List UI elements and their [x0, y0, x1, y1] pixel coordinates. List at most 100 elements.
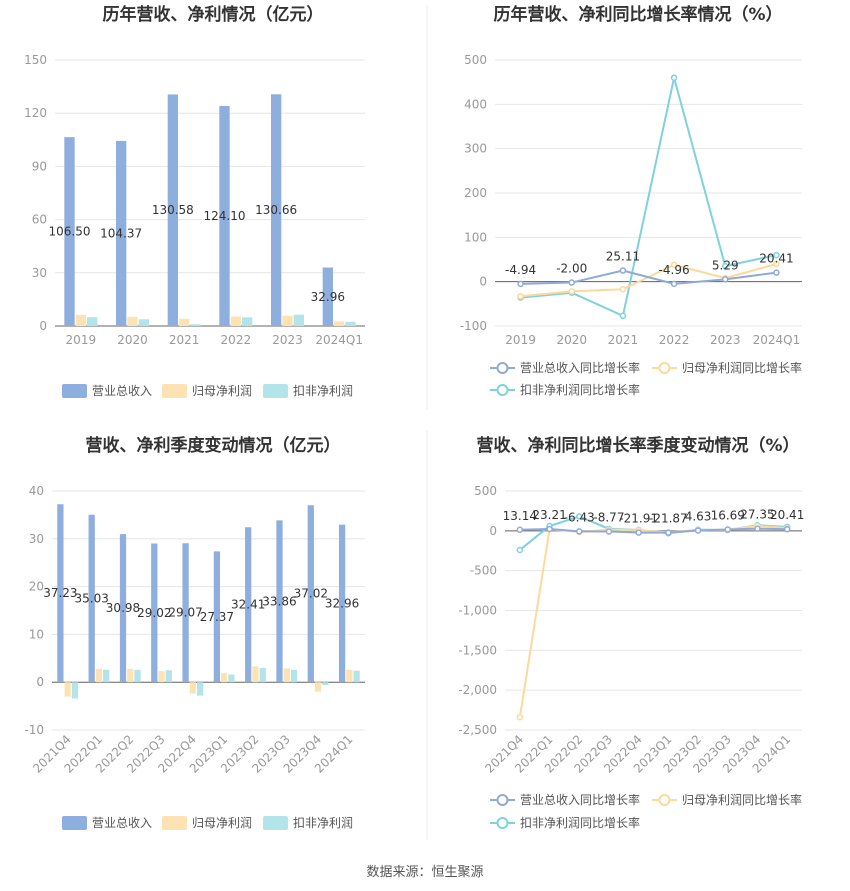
bar-deducted-profit [242, 317, 253, 326]
legend-marker [496, 794, 509, 806]
bar-revenue [182, 543, 189, 683]
y-tick-label: 100 [464, 230, 487, 244]
y-tick-label: 150 [24, 53, 47, 67]
data-point [722, 276, 729, 283]
data-label: 30.98 [106, 601, 140, 615]
data-label: 106.50 [49, 225, 91, 239]
data-label: 25.11 [606, 250, 640, 264]
data-point [576, 528, 583, 535]
data-label: 104.37 [100, 226, 142, 240]
series-line-net-profit-growth [518, 525, 788, 718]
bar-revenue [219, 105, 230, 326]
legend-swatch [162, 384, 187, 398]
y-tick-label: 0 [39, 319, 47, 333]
bar-deducted-profit [138, 319, 149, 326]
data-label: 27.35 [740, 508, 774, 522]
chart-title: 历年营收、净利同比增长率情况（%） [493, 4, 782, 25]
legend-label: 扣非净利润 [293, 384, 353, 398]
legend-swatch [162, 816, 187, 830]
legend-swatch [62, 384, 87, 398]
bar-net-profit [75, 314, 86, 326]
data-point [605, 528, 613, 535]
x-tick-label: 2020 [117, 333, 148, 347]
y-tick-label: 500 [464, 53, 487, 67]
data-label: 16.69 [711, 509, 745, 523]
data-point [517, 293, 524, 300]
bar-net-profit [127, 668, 134, 683]
data-point [773, 260, 780, 268]
data-point [619, 267, 627, 274]
data-label: -6.43 [564, 510, 595, 524]
y-tick-label: -10 [24, 723, 44, 737]
data-point [568, 288, 575, 295]
bar-revenue [271, 94, 282, 326]
y-tick-label: -100 [460, 319, 487, 333]
data-label: 37.23 [43, 586, 77, 600]
y-tick-label: -2,000 [458, 683, 497, 697]
x-tick-label: 2021 [169, 333, 200, 347]
data-point [773, 269, 780, 276]
legend-marker [496, 384, 509, 396]
y-tick-label: 0 [489, 524, 497, 538]
data-point [635, 529, 642, 536]
bar-net-profit [314, 682, 322, 692]
y-tick-label: 400 [464, 97, 487, 111]
bar-revenue [322, 267, 333, 326]
data-point [546, 525, 553, 533]
y-tick-label: 30 [32, 266, 47, 280]
bar-deducted-profit [290, 669, 298, 683]
x-tick-label: 2024Q1 [753, 333, 801, 347]
legend-label: 营业总收入 [92, 816, 152, 830]
legend-label: 扣非净利润 [293, 816, 353, 830]
data-point [665, 529, 672, 536]
legend-label: 扣非净利润同比增长率 [520, 815, 640, 830]
bar-deducted-profit [190, 324, 201, 326]
data-point [754, 525, 761, 532]
x-tick-label: 2020 [556, 333, 587, 347]
bar-revenue [64, 137, 75, 326]
bar-net-profit [64, 682, 71, 697]
legend-swatch [263, 816, 288, 830]
legend-marker [658, 362, 671, 374]
data-label: 20.41 [770, 508, 804, 522]
data-label: -21.91 [619, 512, 658, 526]
data-point [773, 251, 780, 259]
legend-marker [496, 817, 509, 829]
quarterly-revenue-profit-chart: 营收、净利季度变动情况（亿元）-100102030402021Q42022Q12… [24, 435, 365, 830]
legend-label: 归母净利润同比增长率 [682, 360, 802, 375]
bar-net-profit [158, 671, 165, 683]
data-point [619, 285, 627, 293]
bar-deducted-profit [196, 682, 204, 696]
bar-deducted-profit [228, 674, 235, 683]
bar-deducted-profit [103, 669, 110, 683]
bar-deducted-profit [353, 670, 360, 683]
bar-net-profit [127, 316, 138, 326]
x-tick-label: 2022 [221, 333, 252, 347]
legend-label: 归母净利润 [192, 816, 252, 830]
data-label: 20.41 [759, 252, 793, 266]
data-label: 5.29 [712, 258, 739, 272]
legend-label: 营业总收入同比增长率 [520, 792, 640, 807]
x-tick-label: 2019 [505, 333, 536, 347]
bar-revenue [57, 504, 64, 683]
bar-revenue [151, 543, 158, 683]
bar-revenue [213, 551, 221, 683]
bar-deducted-profit [345, 321, 356, 326]
bar-deducted-profit [87, 317, 98, 326]
data-label: 4.63 [685, 509, 712, 523]
bar-deducted-profit [293, 314, 304, 326]
bar-net-profit [283, 668, 290, 683]
bar-revenue [338, 524, 346, 683]
source-note: 数据来源：恒生聚源 [366, 865, 483, 880]
bar-net-profit [334, 321, 345, 326]
x-tick-label: 2021 [608, 333, 639, 347]
data-label: -4.94 [505, 263, 536, 277]
x-tick-label: 2024Q1 [315, 333, 363, 347]
legend-swatch [62, 816, 87, 830]
y-tick-label: 90 [32, 159, 47, 173]
data-point [670, 74, 678, 81]
y-tick-label: -1,500 [458, 643, 497, 657]
bar-revenue [116, 140, 127, 326]
x-tick-label: 2023 [710, 333, 741, 347]
data-label: 32.96 [311, 290, 345, 304]
